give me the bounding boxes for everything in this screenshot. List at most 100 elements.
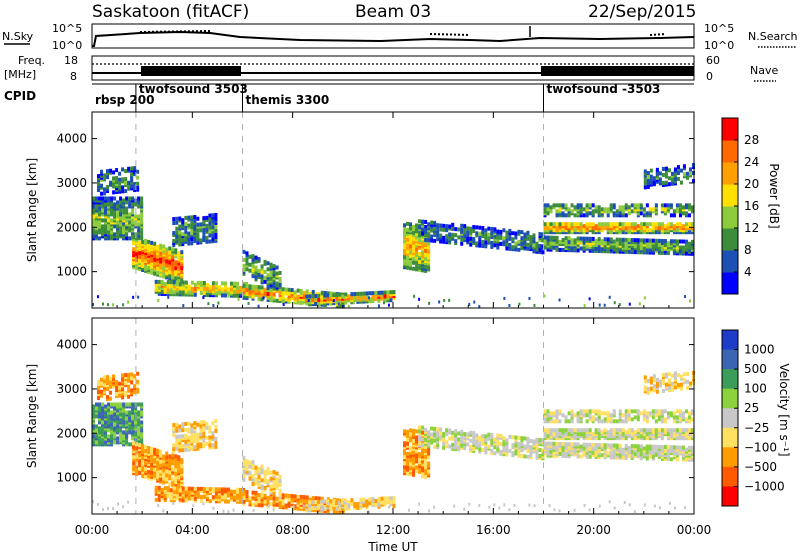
- vel-cell: [675, 415, 679, 420]
- vel-cell: [177, 465, 181, 470]
- power-cell: [638, 302, 641, 306]
- power-cell: [144, 238, 148, 243]
- power-cell: [564, 236, 568, 241]
- vel-cell: [320, 496, 324, 501]
- vel-cell: [600, 430, 604, 435]
- vel-cell: [193, 444, 197, 449]
- vel-cell: [133, 384, 137, 389]
- vel-cell: [296, 506, 300, 511]
- vel-cell: [643, 379, 647, 384]
- power-cell: [95, 226, 99, 231]
- power-cell: [538, 244, 542, 249]
- power-cell: [654, 238, 658, 243]
- vel-cell: [263, 493, 267, 498]
- power-cell: [502, 228, 506, 233]
- vel-cell: [208, 487, 212, 492]
- vel-cell: [365, 499, 369, 504]
- power-cell: [107, 218, 111, 223]
- vel-cell: [675, 436, 679, 441]
- vel-cell: [284, 493, 288, 498]
- vel-cell: [163, 486, 167, 491]
- vel-cell: [549, 428, 553, 433]
- vel-cell: [666, 411, 670, 416]
- power-cell: [606, 222, 610, 227]
- vel-cell: [245, 490, 249, 495]
- power-cell: [266, 285, 270, 290]
- vel-cell: [125, 420, 129, 425]
- vel-cell: [248, 470, 252, 475]
- vel-cell: [439, 427, 443, 432]
- power-cell: [174, 260, 178, 265]
- cpid-segment-label: rbsp 200: [95, 93, 154, 107]
- power-cell: [308, 291, 312, 296]
- vel-cell: [555, 447, 559, 452]
- power-cell: [642, 222, 646, 227]
- power-cell: [172, 231, 176, 236]
- power-cell: [646, 171, 650, 176]
- power-cell: [451, 232, 455, 237]
- vel-cell: [260, 484, 264, 489]
- vel-cell: [113, 432, 117, 437]
- power-cell: [469, 242, 473, 247]
- power-cell: [643, 185, 647, 190]
- power-cell: [682, 172, 686, 177]
- power-cell: [115, 176, 119, 181]
- power-cell: [526, 236, 530, 241]
- vel-cell: [657, 444, 661, 449]
- power-cell: [205, 215, 209, 220]
- power-cell: [199, 222, 203, 227]
- nsky-tick-bottom: 10^0: [52, 39, 82, 52]
- vel-cell: [184, 427, 188, 432]
- power-cell: [633, 238, 637, 243]
- vel-cell: [463, 436, 467, 441]
- power-cell: [457, 227, 461, 232]
- power-cell: [193, 219, 197, 224]
- vel-cell: [112, 374, 116, 379]
- power-cell: [141, 262, 145, 267]
- power-cell: [505, 230, 509, 235]
- power-cell: [630, 238, 634, 243]
- vel-cell: [630, 417, 634, 422]
- power-cell: [106, 175, 110, 180]
- power-cell: [140, 196, 144, 201]
- vel-cell: [205, 487, 209, 492]
- vel-cell: [475, 443, 479, 448]
- power-cell: [171, 247, 175, 252]
- power-cell: [691, 171, 695, 176]
- vel-cell: [184, 433, 188, 438]
- power-cell: [532, 239, 536, 244]
- power-cell: [137, 222, 141, 227]
- power-cell: [136, 169, 140, 174]
- vel-cell: [558, 409, 562, 414]
- power-cell: [107, 196, 111, 201]
- vel-cell: [475, 439, 479, 444]
- power-cell: [615, 209, 619, 214]
- power-cell: [418, 297, 421, 301]
- power-cell: [573, 205, 577, 210]
- power-cell: [98, 236, 102, 241]
- vel-cell: [187, 486, 191, 491]
- power-cell: [272, 270, 276, 275]
- vel-cell: [424, 470, 428, 475]
- power-cell: [138, 241, 142, 246]
- power-cell: [263, 259, 267, 264]
- vel-cell: [670, 381, 674, 386]
- power-cell: [597, 209, 601, 214]
- vel-cell: [669, 445, 673, 450]
- title-beam: Beam 03: [355, 2, 431, 22]
- power-cell: [107, 234, 111, 239]
- vel-cell: [487, 444, 491, 449]
- power-cell: [567, 207, 571, 212]
- vel-cell: [171, 453, 175, 458]
- vel-cell: [597, 415, 601, 420]
- power-cell: [166, 288, 170, 293]
- vel-cell: [588, 442, 592, 447]
- power-cell: [125, 200, 129, 205]
- power-cell: [520, 236, 524, 241]
- power-cell: [226, 291, 230, 296]
- power-cell: [211, 237, 215, 242]
- vel-cell: [281, 493, 285, 498]
- vel-cell: [669, 411, 673, 416]
- vel-cell: [546, 449, 550, 454]
- vel-cell: [430, 426, 434, 431]
